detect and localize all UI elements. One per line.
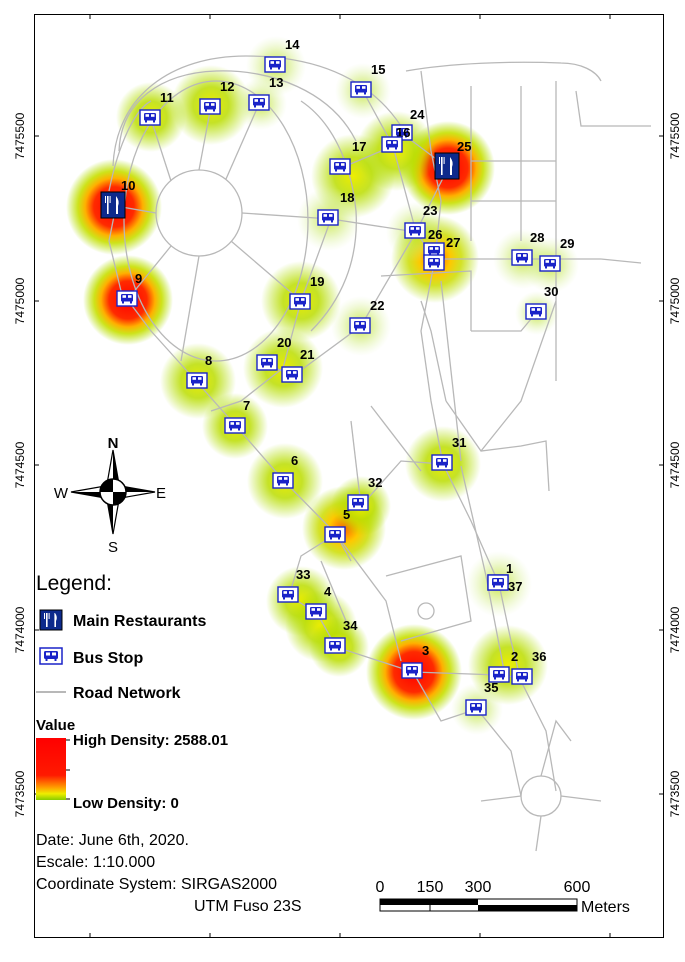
bus-stop-marker-37[interactable]: 37 bbox=[487, 574, 522, 594]
stop-label-9: 9 bbox=[135, 271, 142, 286]
bus-stop-marker-19[interactable]: 19 bbox=[289, 274, 324, 310]
bus-stop-marker-27[interactable]: 27 bbox=[423, 235, 460, 271]
stop-label-11: 11 bbox=[160, 90, 174, 105]
stop-label-2: 2 bbox=[511, 649, 518, 664]
bus-stop-marker-21[interactable]: 21 bbox=[281, 347, 314, 383]
stop-label-30: 30 bbox=[544, 284, 558, 299]
stop-label-19: 19 bbox=[310, 274, 324, 289]
restaurant-marker-25[interactable]: 25 bbox=[434, 139, 471, 180]
stop-label-12: 12 bbox=[220, 79, 234, 94]
stop-label-3: 3 bbox=[422, 643, 429, 658]
stop-label-20: 20 bbox=[277, 335, 291, 350]
stop-label-1: 1 bbox=[506, 561, 513, 576]
restaurant-marker-10[interactable]: 10 bbox=[100, 178, 135, 219]
stop-label-14: 14 bbox=[285, 37, 300, 52]
stop-label-16: 16 bbox=[396, 125, 410, 140]
stop-label-34: 34 bbox=[343, 618, 358, 633]
stop-label-17: 17 bbox=[352, 139, 366, 154]
stop-label-22: 22 bbox=[370, 298, 384, 313]
bus-stop-marker-13[interactable]: 13 bbox=[248, 75, 283, 111]
stop-label-29: 29 bbox=[560, 236, 574, 251]
restaurant-icon bbox=[434, 152, 460, 180]
bus-stop-marker-17[interactable]: 17 bbox=[329, 139, 366, 175]
bus-stop-marker-26[interactable]: 26 bbox=[423, 227, 445, 259]
restaurant-icon bbox=[100, 191, 126, 219]
bus-stop-marker-3[interactable]: 3 bbox=[401, 643, 429, 679]
stop-label-15: 15 bbox=[371, 62, 385, 77]
bus-stop-marker-34[interactable]: 34 bbox=[324, 618, 358, 654]
stop-label-35: 35 bbox=[484, 680, 498, 695]
stop-label-23: 23 bbox=[423, 203, 437, 218]
bus-stop-marker-23[interactable]: 23 bbox=[404, 203, 437, 239]
bus-stop-marker-6[interactable]: 6 bbox=[272, 453, 298, 489]
stop-label-28: 28 bbox=[530, 230, 544, 245]
stop-label-4: 4 bbox=[324, 584, 332, 599]
bus-stop-marker-35[interactable]: 35 bbox=[465, 680, 498, 716]
stop-label-10: 10 bbox=[121, 178, 135, 193]
stop-label-6: 6 bbox=[291, 453, 298, 468]
bus-stop-marker-36[interactable]: 36 bbox=[511, 649, 546, 685]
bus-stop-marker-14[interactable]: 14 bbox=[264, 37, 300, 73]
bus-stop-marker-29[interactable]: 29 bbox=[539, 236, 574, 272]
stop-label-24: 24 bbox=[410, 107, 425, 122]
stop-label-36: 36 bbox=[532, 649, 546, 664]
stop-label-26: 26 bbox=[428, 227, 442, 242]
stop-label-37: 37 bbox=[508, 579, 522, 594]
stop-label-31: 31 bbox=[452, 435, 466, 450]
stop-label-21: 21 bbox=[300, 347, 314, 362]
stop-label-25: 25 bbox=[457, 139, 471, 154]
bus-stop-marker-8[interactable]: 8 bbox=[186, 353, 212, 389]
stop-label-5: 5 bbox=[343, 507, 350, 522]
hotspot-2-36 bbox=[468, 625, 548, 705]
bus-stop-marker-7[interactable]: 7 bbox=[224, 398, 250, 434]
bus-stop-marker-33[interactable]: 33 bbox=[277, 567, 310, 603]
bus-stop-marker-9[interactable]: 9 bbox=[116, 271, 142, 307]
bus-stop-marker-5[interactable]: 5 bbox=[324, 507, 350, 543]
bus-stop-marker-4[interactable]: 4 bbox=[305, 584, 332, 620]
bus-stop-marker-12[interactable]: 12 bbox=[199, 79, 234, 115]
stop-label-27: 27 bbox=[446, 235, 460, 250]
stop-label-18: 18 bbox=[340, 190, 354, 205]
bus-stop-marker-22[interactable]: 22 bbox=[349, 298, 384, 334]
stop-label-7: 7 bbox=[243, 398, 250, 413]
bus-stop-marker-30[interactable]: 30 bbox=[525, 284, 558, 320]
stop-label-33: 33 bbox=[296, 567, 310, 582]
bus-stop-marker-24[interactable]: 24 bbox=[381, 107, 425, 153]
bus-stop-marker-16[interactable]: 16 bbox=[391, 124, 413, 141]
bus-stop-marker-11[interactable]: 11 bbox=[139, 90, 174, 126]
bus-stop-marker-20[interactable]: 20 bbox=[256, 335, 291, 371]
stop-label-32: 32 bbox=[368, 475, 382, 490]
bus-stop-marker-2[interactable]: 2 bbox=[488, 649, 518, 683]
bus-stop-marker-32[interactable]: 32 bbox=[347, 475, 382, 511]
stop-label-8: 8 bbox=[205, 353, 212, 368]
bus-stop-marker-31[interactable]: 31 bbox=[431, 435, 466, 471]
bus-stop-marker-28[interactable]: 28 bbox=[511, 230, 544, 266]
stop-label-13: 13 bbox=[269, 75, 283, 90]
bus-stop-marker-18[interactable]: 18 bbox=[317, 190, 354, 226]
bus-stop-marker-15[interactable]: 15 bbox=[350, 62, 385, 98]
